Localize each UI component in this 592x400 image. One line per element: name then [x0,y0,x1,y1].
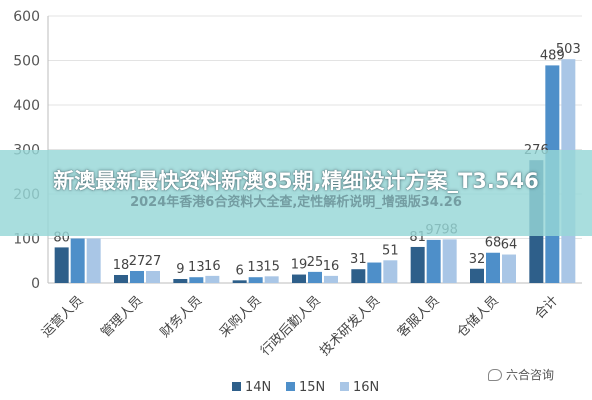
legend: 14N 15N 16N [232,380,379,395]
bar-15N [189,277,204,283]
data-label: 16 [204,259,221,274]
watermark-text: 六合咨询 [506,368,555,382]
bar-15N [308,271,322,283]
category-label: 合计 [532,293,561,322]
wechat-icon [488,368,502,381]
legend-label: 15N [299,380,325,395]
data-label: 13 [188,260,205,275]
overlay-subtitle: 2024年香港6合资料大全查,定性解析说明_增强版34.26 [130,195,462,210]
legend-label: 14N [245,380,271,395]
legend-swatch-15N [286,382,295,391]
bar-16N [324,275,338,283]
bar-16N [146,270,160,283]
data-label: 6 [236,263,244,278]
bar-15N [130,270,144,283]
data-label: 32 [469,252,486,267]
data-label: 68 [485,236,502,251]
bar-15N [248,277,263,283]
category-label: 管理人员 [98,293,145,340]
bar-14N [173,278,188,283]
legend-label: 16N [353,380,379,395]
category-label: 行政后勤人员 [258,293,324,359]
bar-14N [232,280,247,283]
bar-16N [442,239,457,283]
bar-16N [502,254,516,283]
bar-14N [351,269,366,283]
y-tick-label: 0 [31,276,40,292]
category-label: 仓储人员 [454,293,501,340]
bar-16N [86,238,101,283]
legend-swatch-14N [232,382,241,391]
data-label: 25 [307,255,324,270]
data-label: 18 [113,258,130,273]
data-label: 9 [176,262,184,277]
legend-swatch-16N [340,382,349,391]
bar-14N [470,268,484,283]
data-label: 27 [145,254,162,269]
data-label: 489 [540,48,565,63]
bar-15N [486,252,500,283]
overlay-title: 新澳最新最快资料新澳85期,精细设计方案_T3.546 [53,169,539,193]
category-label: 运营人员 [39,293,86,340]
category-label: 财务人员 [157,293,205,341]
category-label: 客服人员 [394,293,442,341]
bar-15N [426,239,441,283]
y-tick-label: 400 [13,98,40,114]
data-label: 31 [350,252,367,267]
data-label: 64 [501,238,518,253]
y-tick-label: 500 [13,54,40,70]
data-label: 15 [263,259,280,274]
data-label: 27 [129,254,146,269]
data-label: 51 [382,243,399,258]
data-label: 13 [247,260,264,275]
bar-16N [383,260,398,283]
bar-15N [70,238,85,283]
data-label: 19 [291,258,308,273]
category-label: 技术研发人员 [317,293,383,359]
bar-15N [367,262,382,283]
bar-16N [205,275,220,283]
data-label: 16 [323,259,340,274]
category-label: 采购人员 [216,293,264,341]
bar-14N [54,247,69,283]
bar-14N [114,274,128,283]
bar-14N [292,274,306,283]
y-tick-label: 600 [13,9,40,25]
bar-14N [410,246,425,283]
watermark: 六合咨询 [488,366,554,383]
bar-16N [264,276,279,283]
overlay-banner [0,150,592,236]
data-label: 503 [556,42,581,57]
